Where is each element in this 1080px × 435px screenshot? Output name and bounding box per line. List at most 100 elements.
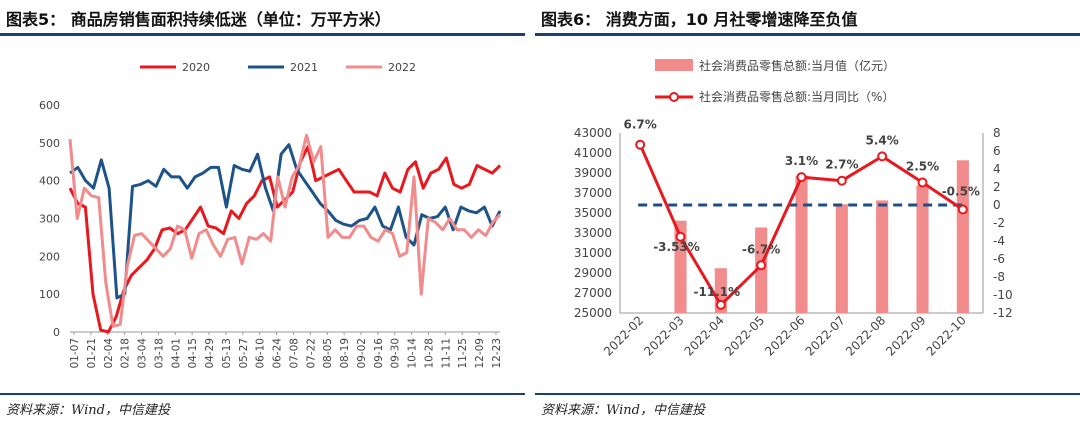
left-x-tick-label: 09-16	[373, 338, 385, 369]
left-x-tick-label: 08-19	[339, 338, 351, 369]
right-right-y-tick-label: -12	[993, 306, 1013, 320]
left-series-line-2022	[68, 133, 502, 328]
right-yoy-point-2022-03	[675, 231, 686, 242]
right-x-tick-label: 2022-02	[601, 313, 646, 358]
left-y-tick-label: 300	[39, 213, 60, 226]
right-chart-title: 图表6： 消费方面，10 月社零增速降至负值	[541, 10, 858, 29]
right-yoy-point-2022-09	[917, 177, 928, 188]
left-x-tick-label: 02-18	[120, 338, 132, 369]
right-left-y-tick-label: 31000	[574, 246, 612, 260]
left-x-tick-label: 10-28	[423, 338, 435, 369]
right-left-y-tick-label: 41000	[574, 146, 612, 160]
right-right-y-tick-label: 0	[993, 198, 1001, 212]
right-yoy-label: 2.7%	[825, 158, 858, 172]
right-right-y-tick-label: -6	[993, 252, 1005, 266]
left-footer-rule	[0, 393, 525, 395]
right-legend-line-label: 社会消费品零售总额:当月同比（%）	[699, 89, 894, 104]
right-bar-2022-08	[876, 200, 889, 313]
left-legend-label-2022: 2022	[388, 61, 416, 74]
right-yoy-label: 3.1%	[785, 154, 818, 168]
right-right-y-tick-label: 4	[993, 162, 1001, 176]
right-yoy-point-2022-02	[635, 139, 646, 150]
left-x-tick-label: 11-11	[440, 338, 452, 369]
left-y-tick-label: 100	[39, 288, 60, 301]
left-y-tick-label: 500	[39, 137, 60, 150]
right-x-tick-label: 2022-08	[843, 313, 888, 358]
right-left-y-tick-label: 25000	[574, 306, 612, 320]
right-right-y-tick-label: 8	[993, 126, 1001, 140]
right-title-rule	[535, 33, 1080, 36]
right-right-y-tick-label: -8	[993, 270, 1005, 284]
right-right-y-tick-label: 6	[993, 144, 1001, 158]
left-x-tick-label: 09-30	[390, 338, 402, 369]
left-title-rule	[0, 33, 525, 36]
right-yoy-point-2022-08	[877, 151, 888, 162]
left-x-tick-label: 04-01	[170, 338, 182, 369]
right-x-tick-label: 2022-06	[762, 313, 807, 358]
right-bar-2022-10	[956, 160, 969, 313]
left-x-tick-label: 06-24	[272, 338, 284, 369]
left-source-note: 资料来源：Wind，中信建投	[6, 403, 170, 418]
left-x-tick-label: 03-18	[153, 338, 165, 369]
right-combo-chart: 25000 27000 29000 31000 33000 35000 37000 39000…	[574, 58, 1013, 359]
left-x-tick-label: 10-14	[407, 338, 419, 369]
left-x-tick-label: 03-04	[137, 338, 149, 369]
left-x-tick-label: 07-08	[288, 338, 300, 369]
right-bar-2022-07	[835, 204, 848, 313]
right-yoy-label: 5.4%	[866, 133, 899, 147]
left-legend-label-2021: 2021	[290, 61, 318, 74]
left-y-tick-label: 600	[39, 99, 60, 112]
right-legend-bar-label: 社会消费品零售总额:当月值（亿元）	[699, 58, 895, 73]
left-y-tick-label: 0	[53, 326, 60, 339]
right-left-y-tick-label: 43000	[574, 126, 612, 140]
left-line-chart: 0 100 200 300 400 500 600 01-07 01-21 02-04 02-18 0…	[39, 61, 503, 369]
right-bar-2022-06	[795, 175, 808, 313]
left-x-tick-label: 04-29	[204, 338, 216, 369]
right-yoy-label: -6.7%	[742, 242, 780, 256]
left-x-tick-label: 01-21	[86, 338, 98, 369]
left-x-tick-label: 12-09	[474, 338, 486, 369]
left-x-tick-label: 04-15	[187, 338, 199, 369]
right-yoy-label: 2.5%	[906, 160, 939, 174]
right-yoy-point-2022-07	[836, 175, 847, 186]
right-left-y-tick-label: 39000	[574, 166, 612, 180]
right-legend-line-marker	[669, 92, 679, 102]
right-yoy-label: 6.7%	[624, 118, 657, 132]
right-yoy-label: -3.53%	[653, 240, 700, 254]
right-left-y-tick-label: 27000	[574, 286, 612, 300]
left-x-tick-label: 05-13	[221, 338, 233, 369]
left-y-tick-label: 400	[39, 175, 60, 188]
left-x-tick-label: 08-05	[322, 338, 334, 369]
right-yoy-point-2022-10	[957, 204, 968, 215]
right-bar-2022-09	[916, 185, 929, 313]
right-x-tick-label: 2022-03	[641, 313, 686, 358]
right-left-y-tick-label: 37000	[574, 186, 612, 200]
right-yoy-label: -11.1%	[694, 285, 741, 299]
right-x-tick-label: 2022-05	[722, 313, 767, 358]
right-x-tick-label: 2022-04	[682, 313, 727, 358]
right-right-y-tick-label: -2	[993, 216, 1005, 230]
right-yoy-point-2022-06	[796, 172, 807, 183]
right-legend-bar-swatch	[655, 59, 693, 71]
left-x-tick-label: 09-02	[356, 338, 368, 369]
right-left-y-tick-label: 33000	[574, 226, 612, 240]
left-x-tick-label: 11-25	[457, 338, 469, 369]
right-right-y-tick-label: -10	[993, 288, 1013, 302]
right-left-y-tick-label: 35000	[574, 206, 612, 220]
left-y-tick-label: 200	[39, 250, 60, 263]
left-x-tick-label: 05-27	[238, 338, 250, 369]
right-chart-panel: 图表6： 消费方面，10 月社零增速降至负值 25000 27000 29000 31…	[535, 0, 1080, 435]
left-x-tick-label: 06-10	[255, 338, 267, 369]
left-x-tick-label: 01-07	[69, 338, 81, 369]
right-source-note: 资料来源：Wind，中信建投	[541, 403, 705, 418]
right-x-tick-label: 2022-09	[883, 313, 928, 358]
left-series-line-2020	[68, 145, 502, 334]
right-left-y-tick-label: 29000	[574, 266, 612, 280]
left-x-tick-label: 12-23	[491, 338, 503, 369]
left-chart-title: 图表5： 商品房销售面积持续低迷（单位：万平方米）	[6, 10, 391, 29]
right-right-y-tick-label: 2	[993, 180, 1001, 194]
right-x-tick-label: 2022-10	[924, 313, 969, 358]
right-yoy-label: -0.5%	[942, 185, 980, 199]
right-footer-rule	[535, 393, 1080, 395]
left-chart-panel: 图表5： 商品房销售面积持续低迷（单位：万平方米） 0 100 200 300 400 5…	[0, 0, 525, 435]
